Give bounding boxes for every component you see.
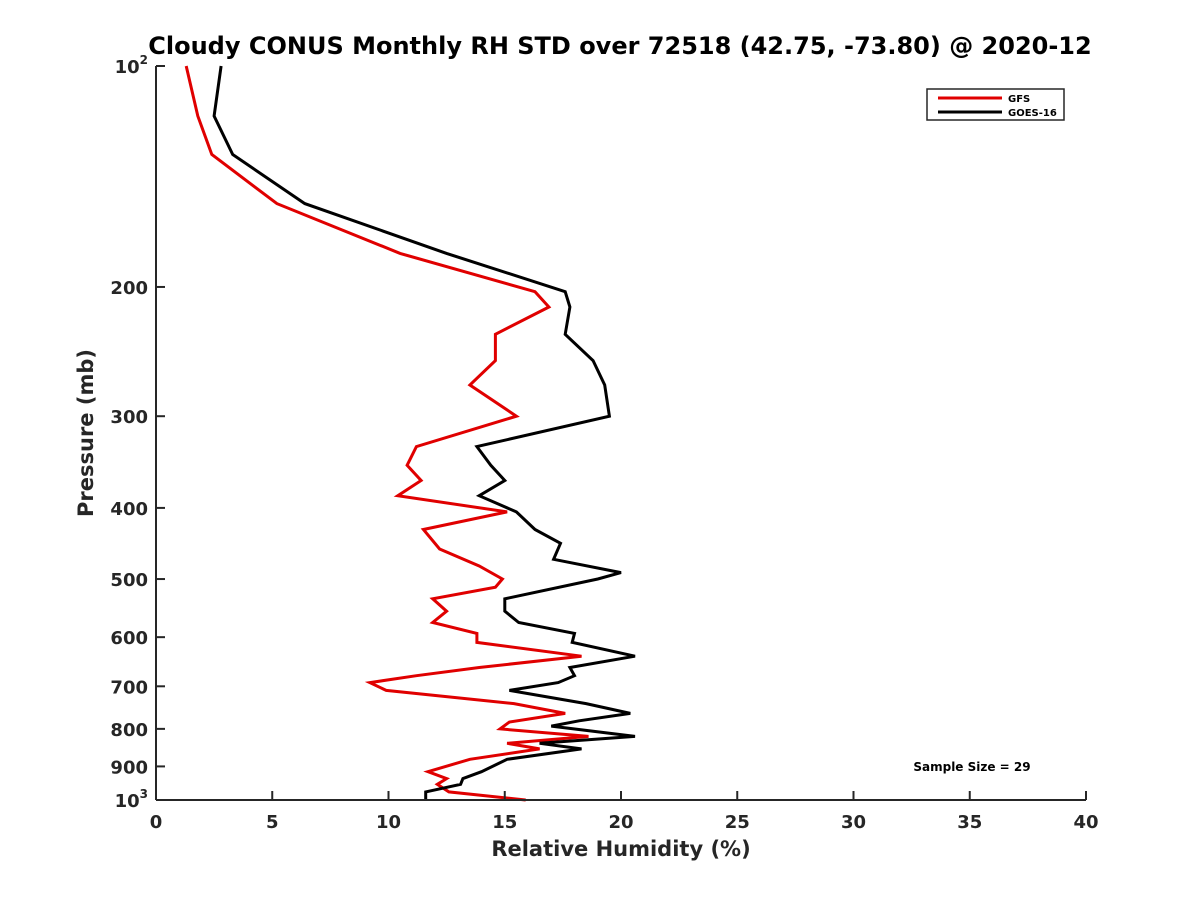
x-tick-label: 35 — [957, 812, 982, 833]
x-axis-label: Relative Humidity (%) — [491, 837, 750, 861]
axes-layer — [155, 66, 1086, 801]
legend-label-1: GOES-16 — [1008, 108, 1057, 119]
y-tick-label: 102 — [115, 53, 148, 78]
y-tick-base: 800 — [110, 720, 148, 741]
y-tick-base: 600 — [110, 628, 148, 649]
y-tick-label: 500 — [110, 570, 148, 591]
x-tick-label: 5 — [266, 812, 279, 833]
y-tick-base: 300 — [110, 407, 148, 428]
y-tick-base: 900 — [110, 757, 148, 778]
series-layer — [184, 65, 636, 802]
sample-size-annotation: Sample Size = 29 — [913, 760, 1030, 774]
legend-label-0: GFS — [1008, 94, 1030, 105]
x-tick-label: 15 — [492, 812, 517, 833]
x-tick-label: 30 — [841, 812, 866, 833]
x-tick-label: 40 — [1073, 812, 1098, 833]
y-tick-exponent: 2 — [140, 53, 148, 67]
legend-entries: GFS GOES-16 — [938, 94, 1057, 119]
y-tick-base: 500 — [110, 570, 148, 591]
y-tick-exponent: 3 — [140, 787, 148, 801]
y-tick-label: 300 — [110, 407, 148, 428]
y-tick-label: 800 — [110, 720, 148, 741]
y-tick-base: 400 — [110, 499, 148, 520]
y-tick-base: 10 — [115, 791, 140, 812]
y-tick-label: 700 — [110, 677, 148, 698]
y-tick-base: 10 — [115, 57, 140, 78]
y-axis-label: Pressure (mb) — [74, 349, 98, 517]
y-tick-base: 200 — [110, 278, 148, 299]
x-tick-label: 20 — [608, 812, 633, 833]
x-ticks: 0 5 10 15 20 25 30 35 40 — [150, 791, 1099, 833]
x-tick-label: 10 — [376, 812, 401, 833]
y-tick-label: 600 — [110, 628, 148, 649]
chart-title: Cloudy CONUS Monthly RH STD over 72518 (… — [148, 32, 1091, 60]
series-line-1 — [212, 65, 636, 800]
y-tick-label: 900 — [110, 757, 148, 778]
y-tick-label: 103 — [115, 787, 148, 812]
series-line-0 — [184, 65, 589, 802]
y-tick-label: 200 — [110, 278, 148, 299]
x-tick-label: 0 — [150, 812, 163, 833]
x-tick-label: 25 — [725, 812, 750, 833]
legend: GFS GOES-16 — [926, 88, 1065, 121]
y-tick-label: 400 — [110, 499, 148, 520]
y-tick-base: 700 — [110, 677, 148, 698]
legend-box — [926, 88, 1065, 121]
